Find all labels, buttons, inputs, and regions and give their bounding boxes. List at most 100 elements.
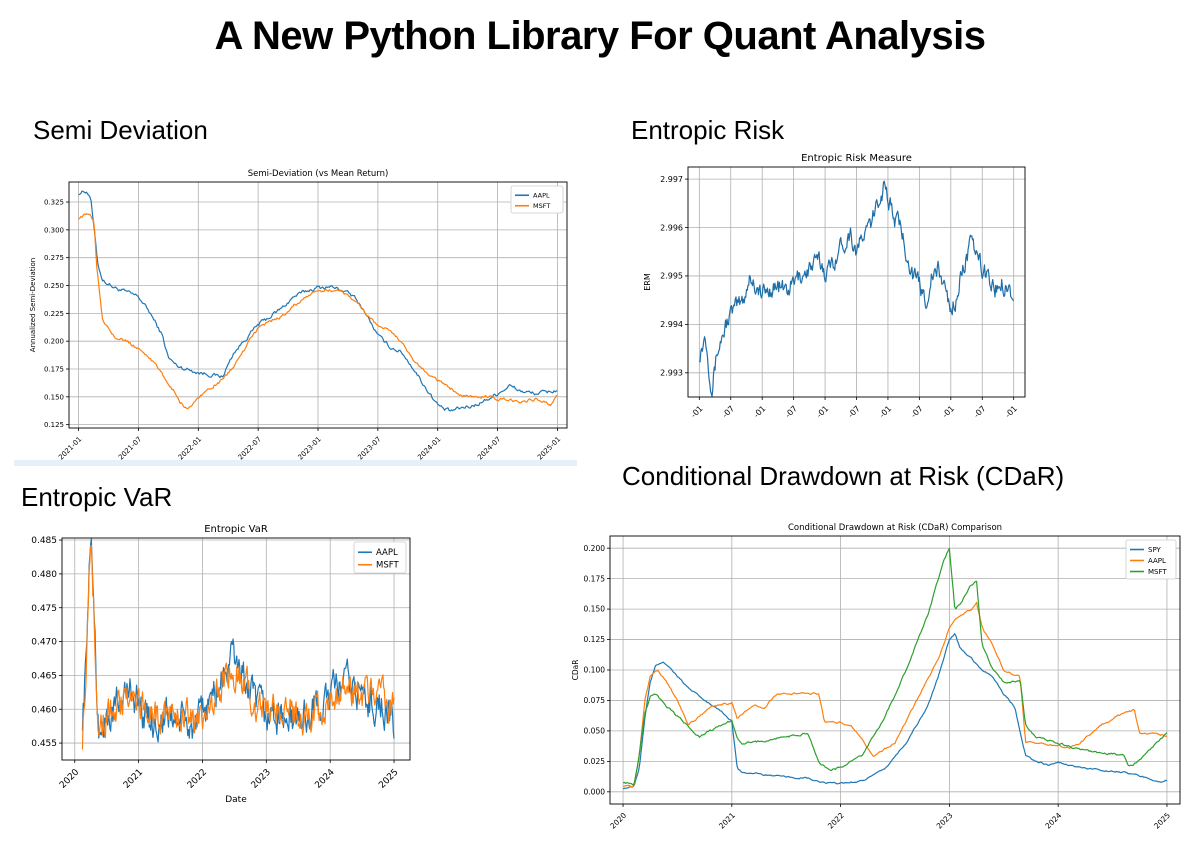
y-tick-label: 0.200 [44, 338, 64, 346]
x-tick-label: 2021 [717, 811, 737, 831]
x-tick-label: -01 [752, 404, 768, 420]
evar-x-axis-label: Date [225, 795, 247, 805]
x-tick-label: 2023 [250, 768, 273, 791]
x-tick-label: 2023-07 [356, 435, 382, 461]
cdar-series-line-aapl [622, 601, 1168, 788]
x-tick-label: 2022-01 [177, 435, 203, 461]
entropic-risk-chart: Entropic Risk Measure 2.993 2.994 2.995 2.99… [640, 145, 1035, 440]
erm-chart-title: Entropic Risk Measure [801, 153, 912, 164]
page-title: A New Python Library For Quant Analysis [214, 14, 986, 58]
x-tick-label: 2024-01 [416, 435, 442, 461]
y-tick-label: 2.993 [660, 369, 683, 378]
x-tick-label: 2025 [1152, 811, 1172, 831]
cdar-chart: Conditional Drawdown at Risk (CDaR) Comp… [568, 518, 1193, 836]
y-tick-label: 0.075 [584, 696, 606, 705]
semi-y-axis: 0.125 0.150 0.175 0.200 0.225 0.250 0.275 0.300… [44, 198, 567, 429]
semi-chart-title: Semi-Deviation (vs Mean Return) [248, 169, 389, 179]
x-tick-label: -07 [721, 404, 737, 420]
plot-frame [609, 535, 1181, 805]
y-tick-label: 2.997 [660, 175, 683, 184]
y-tick-label: 0.150 [584, 605, 606, 614]
x-tick-label: 2021-07 [117, 435, 143, 461]
x-tick-label: -01 [941, 404, 957, 420]
y-tick-label: 0.470 [31, 638, 57, 648]
cdar-x-axis: 2020 2021 2022 2023 2024 2025 [608, 536, 1172, 831]
y-tick-label: 0.200 [584, 544, 606, 553]
x-tick-label: -01 [1003, 404, 1019, 420]
semi-series-line-aapl [78, 190, 558, 412]
y-tick-label: 0.100 [584, 666, 606, 675]
y-tick-label: 0.000 [584, 787, 606, 796]
x-tick-label: 2021 [122, 768, 145, 791]
y-tick-label: 0.275 [44, 254, 64, 262]
y-tick-label: 0.300 [44, 226, 64, 234]
legend-label: MSFT [533, 202, 550, 210]
y-tick-label: 0.225 [44, 310, 64, 318]
x-tick-label: 2025-01 [536, 435, 562, 461]
x-tick-label: -01 [878, 404, 894, 420]
x-tick-label: 2020 [58, 767, 81, 790]
x-tick-label: 2025 [377, 768, 400, 791]
erm-series-line-value [698, 180, 1015, 397]
evar-legend: AAPL MSFT [353, 541, 407, 574]
evar-series-line-aapl [81, 538, 395, 743]
semi-x-axis: 2021-01 2021-07 2022-01 2022-07 2023-01 2023-… [57, 182, 562, 462]
y-tick-label: 2.995 [660, 272, 683, 281]
y-tick-label: 0.175 [44, 365, 64, 373]
legend-label: MSFT [1148, 568, 1167, 576]
evar-series-line-msft [81, 544, 395, 750]
y-tick-label: 0.050 [584, 727, 606, 736]
x-tick-label: 2024 [313, 767, 336, 790]
section-heading-entropic-risk: Entropic Risk [631, 115, 785, 145]
x-tick-label: 2023 [935, 811, 955, 831]
y-tick-label: 0.150 [44, 393, 64, 401]
y-tick-label: 0.025 [584, 757, 606, 766]
cdar-legend: SPY AAPL MSFT [1125, 539, 1177, 580]
y-tick-label: 0.480 [31, 570, 57, 580]
cdar-chart-title: Conditional Drawdown at Risk (CDaR) Comp… [788, 523, 1002, 533]
erm-y-axis: 2.993 2.994 2.995 2.996 2.997 [660, 175, 1025, 378]
evar-chart-title: Entropic VaR [204, 524, 268, 535]
legend-label: MSFT [376, 561, 399, 571]
erm-y-axis-label: ERM [643, 273, 652, 291]
y-tick-label: 0.125 [44, 421, 64, 429]
y-tick-label: 2.996 [660, 223, 683, 232]
y-tick-label: 0.465 [31, 672, 57, 682]
legend-label: AAPL [1148, 557, 1166, 565]
legend-label: SPY [1148, 546, 1162, 554]
y-tick-label: 0.460 [31, 705, 57, 715]
plot-frame [61, 537, 411, 761]
x-tick-label: -01 [815, 404, 831, 420]
x-tick-label: -01 [689, 404, 705, 420]
erm-x-axis: -01 -07 -01 -07 -01 -07 -01 -07 -01 -07 -01 [689, 167, 1019, 420]
legend-label: AAPL [533, 192, 550, 200]
entropic-var-chart: Entropic VaR 0.455 0.460 0.465 0.470 0.475 0.4… [20, 522, 420, 812]
plot-frame [687, 166, 1026, 398]
x-tick-label: -07 [783, 404, 799, 420]
cdar-series-line-msft [622, 547, 1168, 786]
y-tick-label: 0.250 [44, 282, 64, 290]
x-tick-label: -07 [846, 404, 862, 420]
y-tick-label: 2.994 [660, 320, 683, 329]
section-heading-entropic-var: Entropic VaR [21, 482, 173, 512]
x-tick-label: 2021-01 [57, 435, 83, 461]
semi-deviation-chart: Semi-Deviation (vs Mean Return) 0.125 0.15… [25, 160, 580, 462]
y-tick-label: 0.175 [584, 574, 606, 583]
evar-y-axis: 0.455 0.460 0.465 0.470 0.475 0.480 0.485 [31, 536, 410, 749]
y-tick-label: 0.485 [31, 536, 57, 546]
panel-divider [14, 460, 577, 466]
x-tick-label: 2022 [186, 768, 209, 791]
section-heading-cdar: Conditional Drawdown at Risk (CDaR) [622, 461, 1065, 491]
y-tick-label: 0.475 [31, 604, 57, 614]
legend-label: AAPL [376, 548, 398, 558]
x-tick-label: 2022-07 [237, 435, 263, 461]
semi-series-line-msft [78, 213, 558, 410]
x-tick-label: 2022 [826, 811, 846, 831]
y-tick-label: 0.455 [31, 739, 57, 749]
cdar-y-axis-label: CDaR [571, 660, 580, 681]
plot-frame [68, 181, 568, 429]
x-tick-label: 2024 [1043, 811, 1063, 831]
semi-y-axis-label: Annualized Semi-Deviation [29, 258, 37, 352]
x-tick-label: 2023-01 [297, 435, 323, 461]
y-tick-label: 0.125 [584, 635, 606, 644]
